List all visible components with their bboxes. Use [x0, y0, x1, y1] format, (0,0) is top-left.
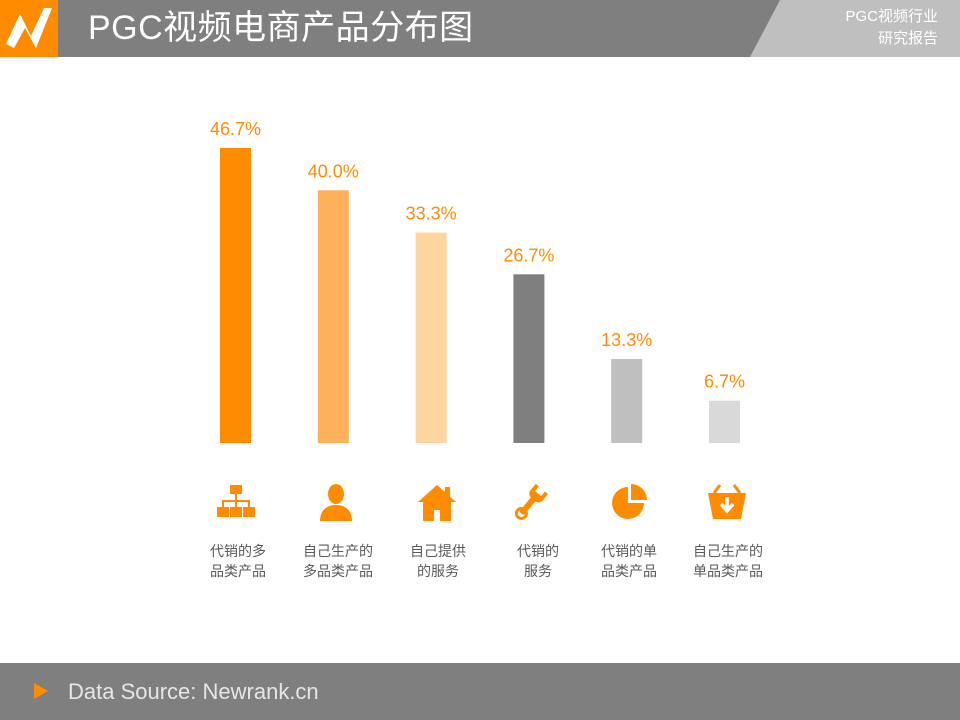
basket-icon [708, 484, 746, 519]
page-title: PGC视频电商产品分布图 [88, 9, 474, 47]
data-label-1: 46.7% [210, 119, 261, 139]
category-label-line1: 自己提供 [410, 543, 466, 559]
category-label-line2: 的服务 [417, 563, 459, 579]
data-label-3: 33.3% [406, 204, 457, 224]
person-icon [320, 484, 352, 521]
category-label-line1: 自己生产的 [303, 543, 373, 559]
category-label-line1: 代销的单 [601, 543, 657, 559]
category-label-line2: 单品类产品 [693, 563, 763, 579]
category-label-line2: 品类产品 [210, 563, 266, 579]
data-label-4: 26.7% [503, 245, 554, 265]
house-icon [418, 485, 456, 521]
play-arrow-icon [34, 683, 48, 699]
corner-tab-shape [750, 0, 960, 57]
category-label-1: 代销的多 品类产品 [183, 541, 293, 581]
report-name: PGC视频行业 研究报告 [845, 6, 938, 50]
logo-n-icon [6, 8, 52, 48]
data-label-5: 13.3% [601, 330, 652, 350]
bar-4 [513, 274, 545, 443]
bar-2 [317, 190, 349, 443]
category-label-3: 自己提供 的服务 [383, 541, 493, 581]
category-label-6: 自己生产的单品类产品 [673, 541, 783, 581]
category-label-2: 自己生产的多品类产品 [283, 541, 393, 581]
bar-5 [611, 359, 643, 443]
data-label-6: 6.7% [704, 372, 745, 392]
bar-6 [709, 400, 740, 443]
org-chart-icon [217, 485, 255, 517]
category-label-line2: 服务 [524, 563, 552, 579]
category-label-line2: 品类产品 [601, 563, 657, 579]
category-label-line1: 代销的多 [210, 543, 266, 559]
category-label-5: 代销的单 品类产品 [574, 541, 684, 581]
report-name-line2: 研究报告 [877, 30, 938, 47]
category-label-line1: 自己生产的 [693, 543, 763, 559]
brand-logo [0, 0, 58, 57]
category-label-line1: 代销的 [517, 543, 559, 559]
report-corner-tab: PGC视频行业 研究报告 [750, 0, 960, 57]
bar-1 [220, 148, 251, 443]
report-name-line1: PGC视频行业 [845, 8, 938, 25]
wrench-icon [514, 483, 549, 520]
data-label-2: 40.0% [308, 161, 359, 181]
bar-3 [415, 232, 447, 443]
footer-bar [0, 663, 960, 720]
pie-chart-icon [612, 484, 647, 519]
category-label-4: 代销的 服务 [483, 541, 593, 581]
category-label-line2: 多品类产品 [303, 563, 373, 579]
data-source: Data Source: Newrank.cn [68, 679, 319, 704]
